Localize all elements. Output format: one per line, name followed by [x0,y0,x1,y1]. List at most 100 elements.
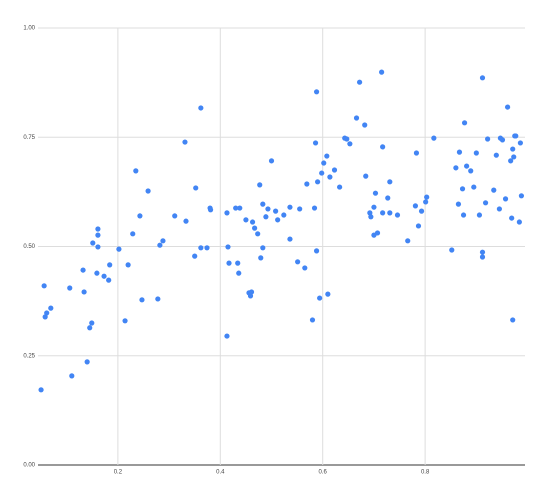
point [379,69,385,75]
point [160,238,166,244]
point [84,359,90,365]
point [313,248,320,254]
point [471,184,477,190]
point [508,158,514,164]
point [260,245,266,251]
point [287,236,293,242]
point [363,173,369,179]
point [319,170,325,176]
point [248,289,255,295]
point [476,212,483,218]
point [243,217,249,223]
point [502,196,509,202]
point [453,165,459,171]
point [313,89,320,95]
point [513,133,519,139]
point [413,150,420,156]
x-tick-label: 0.4 [216,470,225,476]
point [247,293,254,299]
point [89,320,95,326]
point [380,210,386,216]
point [257,182,263,188]
point [387,210,393,216]
point [273,208,279,214]
point [302,265,308,271]
point [193,185,199,191]
point [394,212,401,218]
point [496,206,502,212]
point [337,184,343,190]
point [81,289,87,295]
point [38,387,44,393]
point [385,195,391,201]
point [80,267,86,273]
point [510,317,516,323]
point [263,214,269,220]
point [139,297,145,303]
point [374,230,381,236]
point [331,167,338,173]
point [380,144,386,150]
point [367,210,373,216]
point [327,174,333,180]
point [461,120,468,126]
point [69,373,75,379]
point [321,160,327,166]
point [106,277,112,283]
point [431,135,437,141]
point [236,270,242,276]
point [504,104,511,110]
x-tick-label: 0.8 [421,470,430,476]
point [275,217,281,223]
point [309,317,316,323]
point [133,168,139,174]
point [473,150,479,156]
point [252,225,258,231]
point [344,136,350,142]
x-tick-label: 0.6 [319,470,328,476]
point [460,212,467,218]
point [509,215,515,221]
y-tick-label: 0.50 [23,244,35,250]
point [130,231,136,237]
point [362,122,368,128]
point [468,168,474,174]
point [207,207,214,213]
point [511,154,517,160]
x-tick-label: 0.2 [114,470,123,476]
point [456,149,463,155]
point [479,254,486,260]
point [87,325,93,331]
y-tick-label: 0.75 [23,135,35,141]
point [41,283,47,289]
point [325,291,331,297]
point [517,140,523,146]
point [405,238,411,244]
point [312,140,319,146]
point [491,187,497,193]
point [455,201,462,207]
point [233,205,239,211]
point [449,247,455,253]
point [145,188,151,194]
point [224,210,230,216]
point [459,186,466,192]
point [493,152,499,158]
point [94,270,100,276]
point [311,205,318,211]
point [90,240,96,246]
point [295,259,301,265]
point [368,214,374,220]
point [479,75,486,81]
point [287,204,293,210]
point [356,79,363,85]
point [482,200,489,206]
point [48,305,54,311]
point [226,260,232,266]
point [235,260,241,266]
point [198,105,204,111]
point [125,262,131,268]
point [95,232,101,238]
point [107,262,113,268]
